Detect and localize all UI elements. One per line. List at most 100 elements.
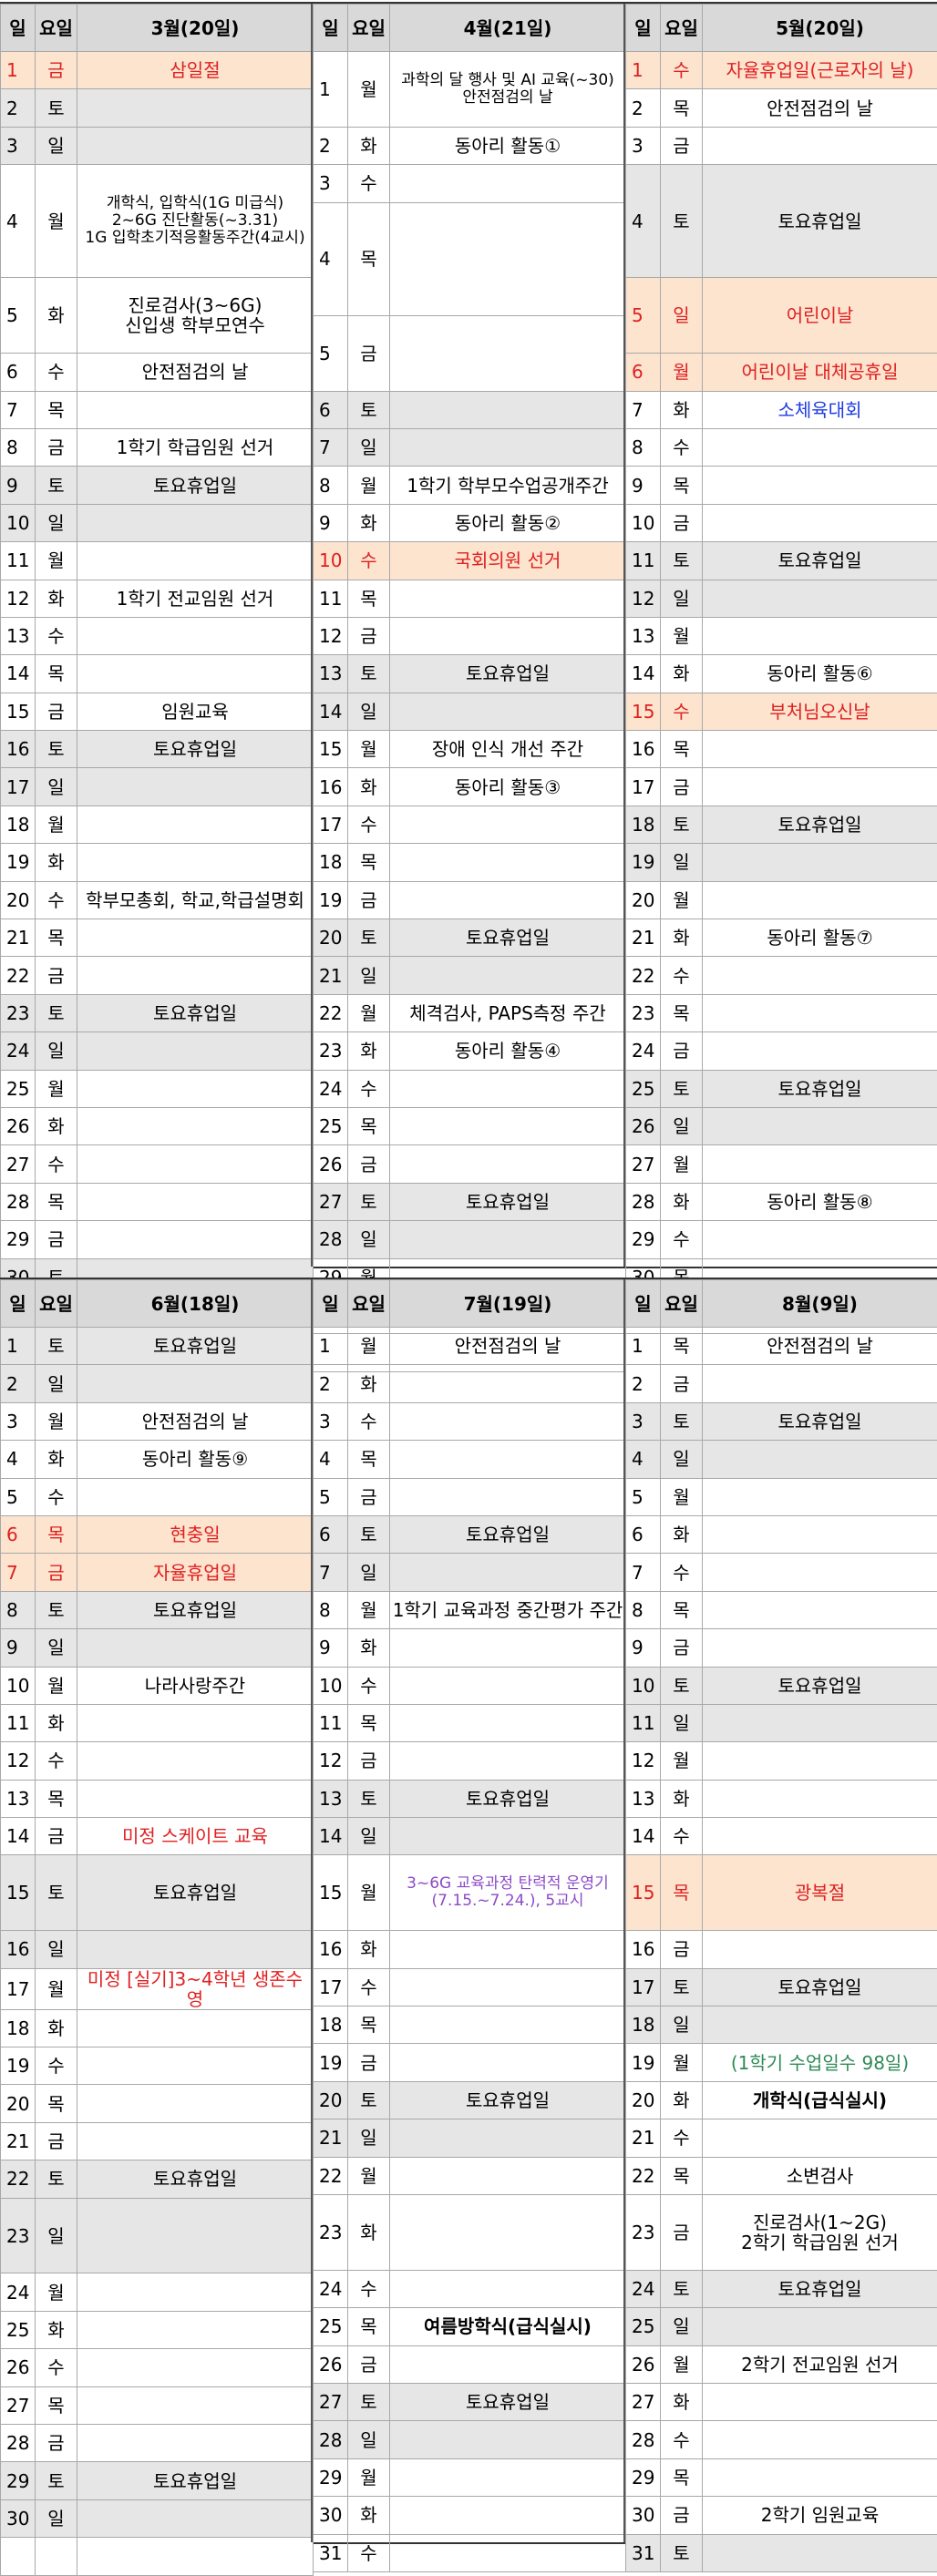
event-text: 동아리 활동⑧	[703, 1183, 937, 1220]
weekday: 토	[36, 1328, 77, 1365]
event-text	[703, 467, 937, 504]
weekday	[36, 2538, 77, 2575]
event-text: 과학의 달 행사 및 AI 교육(~30) 안전점검의 날	[390, 52, 626, 128]
day-number: 2	[1, 89, 36, 127]
weekday: 토	[348, 2081, 390, 2119]
weekday: 화	[36, 844, 77, 881]
event-text: 토요휴업일	[77, 1328, 314, 1365]
day-number: 8	[626, 1591, 661, 1628]
day-number: 30	[626, 2497, 661, 2534]
day-number: 5	[314, 315, 348, 391]
day-number: 21	[626, 2119, 661, 2157]
day-number: 17	[314, 806, 348, 843]
event-text: 동아리 활동②	[390, 504, 626, 541]
weekday: 목	[36, 2085, 77, 2122]
event-text: 자율휴업일(근로자의 날)	[703, 52, 937, 89]
weekday: 금	[661, 504, 703, 541]
event-text	[77, 1704, 314, 1741]
weekday: 화	[661, 655, 703, 693]
day-number: 15	[626, 693, 661, 730]
day-number: 6	[314, 1515, 348, 1553]
weekday: 토	[36, 1591, 77, 1628]
event-text	[390, 1667, 626, 1704]
weekday: 화	[661, 391, 703, 428]
event-text: 미정 [실기]3~4학년 생존수영	[77, 1968, 314, 2009]
weekday: 목	[348, 1441, 390, 1478]
weekday: 금	[661, 768, 703, 806]
event-text: 토요휴업일	[390, 1515, 626, 1553]
weekday: 일	[348, 693, 390, 730]
event-text	[390, 2421, 626, 2458]
weekday: 월	[36, 1667, 77, 1704]
day-number: 26	[1, 1107, 36, 1144]
day-number: 6	[626, 1515, 661, 1553]
weekday: 일	[661, 844, 703, 881]
day-number: 18	[314, 2006, 348, 2044]
column-divider	[623, 4, 625, 1267]
day-number: 4	[1, 1441, 36, 1478]
event-text	[390, 806, 626, 843]
weekday: 수	[348, 2270, 390, 2307]
event-text	[703, 1221, 937, 1258]
weekday: 금	[348, 1145, 390, 1183]
event-text	[77, 2386, 314, 2424]
event-text	[390, 2157, 626, 2194]
day-number: 24	[1, 2273, 36, 2311]
weekday: 수	[348, 542, 390, 580]
day-number: 24	[314, 2270, 348, 2307]
event-text	[390, 1704, 626, 1741]
day-number: 1	[1, 52, 36, 89]
day-number: 29	[1, 1221, 36, 1258]
day-number: 5	[626, 278, 661, 354]
weekday: 토	[36, 467, 77, 504]
day-number: 6	[1, 1515, 36, 1553]
event-text	[77, 391, 314, 428]
weekday: 수	[661, 1818, 703, 1855]
event-text	[390, 315, 626, 391]
weekday: 토	[348, 1515, 390, 1553]
day-number: 29	[314, 2458, 348, 2496]
event-text: 토요휴업일	[77, 2462, 314, 2499]
event-text: 1학기 학부모수업공개주간	[390, 467, 626, 504]
weekday-header: 요일	[36, 1280, 77, 1328]
event-text: 어린이날 대체공휴일	[703, 354, 937, 391]
day-number: 13	[626, 1780, 661, 1817]
day-number: 4	[1, 165, 36, 278]
day-number: 7	[626, 1554, 661, 1591]
weekday: 월	[348, 52, 390, 128]
day-number: 26	[626, 1107, 661, 1144]
weekday: 금	[661, 1032, 703, 1070]
event-text	[390, 2006, 626, 2044]
day-number: 18	[1, 806, 36, 843]
event-text: 2학기 전교임원 선거	[703, 2345, 937, 2383]
event-text	[703, 1629, 937, 1667]
event-text	[77, 1221, 314, 1258]
day-number: 25	[1, 2311, 36, 2348]
day-number: 8	[1, 428, 36, 466]
weekday: 목	[36, 919, 77, 957]
day-number: 15	[1, 1855, 36, 1931]
